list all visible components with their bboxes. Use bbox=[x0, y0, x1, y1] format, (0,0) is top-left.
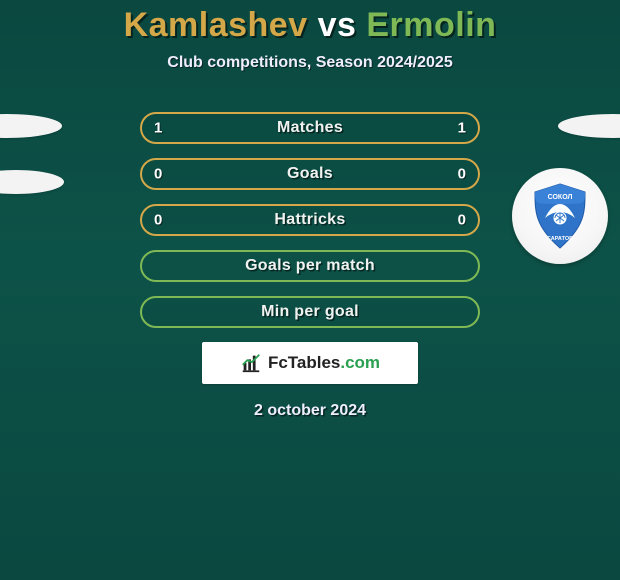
stat-label: Hattricks bbox=[274, 211, 345, 229]
branding-badge: FcTables.com bbox=[202, 342, 418, 384]
branding-text: FcTables.com bbox=[268, 353, 380, 373]
vs-text: vs bbox=[318, 6, 357, 44]
placeholder-ellipse bbox=[558, 114, 620, 138]
stat-right-value: 0 bbox=[458, 212, 466, 229]
stat-label: Matches bbox=[277, 119, 343, 137]
branding-text-a: FcTables bbox=[268, 353, 340, 372]
date-text: 2 october 2024 bbox=[0, 402, 620, 420]
placeholder-ellipse bbox=[0, 114, 62, 138]
stat-row-min-per-goal: Min per goal bbox=[140, 296, 480, 328]
stat-left-value: 0 bbox=[154, 166, 162, 183]
stat-row-matches: 1 Matches 1 bbox=[140, 112, 480, 144]
stat-label: Min per goal bbox=[261, 303, 359, 321]
branding-text-b: .com bbox=[340, 353, 380, 372]
comparison-card: Kamlashev vs Ermolin Club competitions, … bbox=[0, 0, 620, 420]
player1-name: Kamlashev bbox=[124, 6, 308, 44]
stat-label: Goals per match bbox=[245, 257, 375, 275]
stat-right-value: 0 bbox=[458, 166, 466, 183]
club-crest-icon: СОКОЛ САРАТОВ bbox=[531, 182, 589, 250]
bar-chart-icon bbox=[240, 352, 262, 374]
page-title: Kamlashev vs Ermolin bbox=[0, 6, 620, 45]
svg-text:САРАТОВ: САРАТОВ bbox=[547, 236, 573, 242]
stats-block: СОКОЛ САРАТОВ 1 Matches 1 0 Goals 0 0 Ha… bbox=[0, 112, 620, 420]
stat-row-hattricks: 0 Hattricks 0 bbox=[140, 204, 480, 236]
stat-left-value: 1 bbox=[154, 120, 162, 137]
subtitle: Club competitions, Season 2024/2025 bbox=[0, 54, 620, 72]
stat-label: Goals bbox=[287, 165, 333, 183]
placeholder-ellipse bbox=[0, 170, 64, 194]
club-badge: СОКОЛ САРАТОВ bbox=[512, 168, 608, 264]
stat-right-value: 1 bbox=[458, 120, 466, 137]
player2-name: Ermolin bbox=[366, 6, 496, 44]
svg-text:СОКОЛ: СОКОЛ bbox=[548, 194, 573, 201]
stat-row-goals: 0 Goals 0 bbox=[140, 158, 480, 190]
stat-row-goals-per-match: Goals per match bbox=[140, 250, 480, 282]
stat-left-value: 0 bbox=[154, 212, 162, 229]
